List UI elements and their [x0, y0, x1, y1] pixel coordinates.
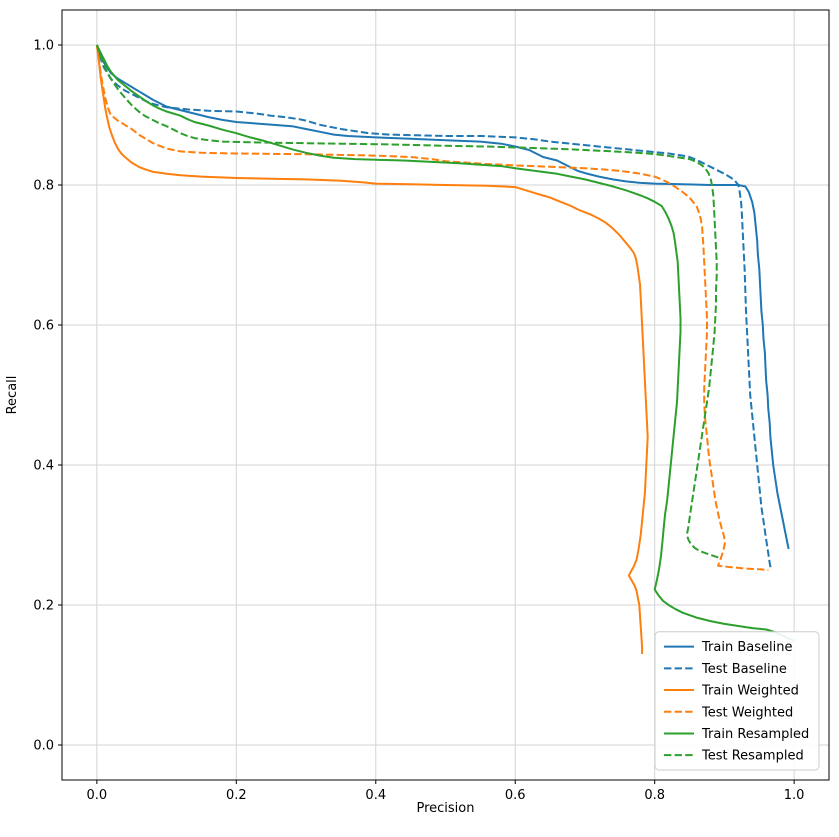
series-group	[95, 44, 795, 654]
series-train-weighted	[95, 44, 649, 654]
y-tick-label: 0.4	[33, 459, 54, 474]
y-tick-label: 0.2	[33, 599, 54, 614]
legend-label: Test Resampled	[701, 749, 804, 764]
y-tick-label: 0.0	[33, 739, 54, 754]
x-tick-label: 0.4	[365, 788, 386, 803]
x-tick-label: 0.8	[644, 788, 665, 803]
legend: Train Baseline Test Baseline Train Weighte…	[654, 631, 820, 771]
legend-item-train-weighted: Train Weighted	[664, 684, 799, 699]
legend-item-test-baseline: Test Baseline	[664, 662, 787, 677]
x-tick-label: 0.6	[505, 788, 526, 803]
series-test-resampled	[95, 44, 722, 560]
legend-label: Test Weighted	[701, 705, 793, 720]
x-axis-label: Precision	[416, 801, 474, 816]
y-tick-label: 0.6	[33, 319, 54, 334]
series-train-baseline	[95, 44, 790, 550]
legend-label: Train Baseline	[701, 640, 792, 655]
axes-spines	[61, 9, 830, 781]
legend-item-train-resampled: Train Resampled	[664, 727, 809, 742]
legend-frame	[654, 631, 820, 771]
y-axis-label: Recall	[5, 376, 20, 415]
ticks: 0.0 0.2 0.4 0.6 0.8 1.0 0.0 0.2 0.4 0.6 0.8 1.0	[33, 39, 804, 804]
x-tick-label: 1.0	[784, 788, 805, 803]
legend-label: Train Weighted	[701, 684, 799, 699]
legend-item-test-resampled: Test Resampled	[664, 749, 804, 764]
series-test-weighted	[95, 44, 769, 571]
legend-item-train-baseline: Train Baseline	[664, 640, 792, 655]
x-tick-label: 0.2	[226, 788, 247, 803]
y-tick-label: 1.0	[33, 39, 54, 54]
y-tick-label: 0.8	[33, 179, 54, 194]
x-tick-label: 0.0	[87, 788, 108, 803]
series-train-resampled	[96, 44, 795, 642]
legend-label: Train Resampled	[701, 727, 809, 742]
legend-item-test-weighted: Test Weighted	[664, 705, 793, 720]
legend-label: Test Baseline	[701, 662, 787, 677]
